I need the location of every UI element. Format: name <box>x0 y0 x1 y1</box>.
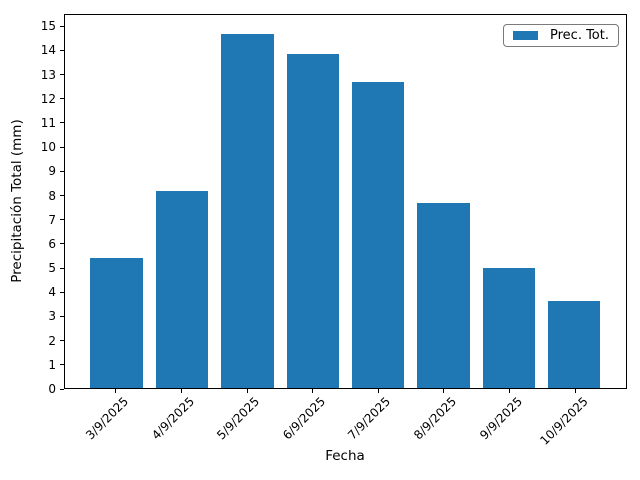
y-tick-label: 11 <box>40 115 56 130</box>
bar <box>90 258 143 388</box>
y-tick-mark <box>60 74 64 75</box>
y-tick-label: 0 <box>48 382 56 396</box>
legend: Prec. Tot. <box>503 24 619 47</box>
bar <box>482 267 536 388</box>
x-tick-mark <box>443 389 445 393</box>
y-tick-label: 10 <box>40 140 56 155</box>
bar <box>548 301 601 388</box>
bar <box>417 202 470 388</box>
y-tick-label: 9 <box>48 164 56 179</box>
y-tick-label: 12 <box>40 91 56 106</box>
x-tick-label: 3/9/2025 <box>82 394 132 443</box>
bar <box>155 190 209 388</box>
x-tick-label: 10/9/2025 <box>536 394 591 448</box>
y-tick-mark <box>60 122 64 124</box>
bar <box>286 53 339 388</box>
y-tick-mark <box>60 98 64 100</box>
x-tick-mark <box>115 389 117 393</box>
bar <box>221 34 274 388</box>
y-tick-label: 6 <box>48 236 56 251</box>
x-tick-label: 6/9/2025 <box>279 394 328 443</box>
y-axis-label: Precipitación Total (mm) <box>9 119 25 283</box>
y-tick-label: 15 <box>40 19 56 34</box>
y-tick-label: 4 <box>48 285 56 300</box>
x-tick-mark <box>246 389 248 393</box>
x-tick-mark <box>181 389 182 393</box>
x-tick-label: 5/9/2025 <box>214 394 263 443</box>
y-tick-label: 7 <box>48 212 56 227</box>
y-tick-mark <box>60 243 64 245</box>
y-tick-label: 8 <box>48 188 56 203</box>
y-tick-mark <box>60 170 64 172</box>
x-tick-mark <box>574 389 576 393</box>
x-axis-label: Fecha <box>325 448 365 464</box>
y-tick-mark <box>60 146 64 148</box>
x-tick-label: 8/9/2025 <box>411 394 460 443</box>
legend-label: Prec. Tot. <box>550 28 609 43</box>
y-tick-mark <box>60 195 64 196</box>
y-tick-label: 2 <box>48 333 56 348</box>
y-tick-mark <box>60 388 64 390</box>
x-tick-mark <box>312 389 314 393</box>
y-tick-mark <box>60 315 64 317</box>
y-tick-mark <box>60 49 64 51</box>
legend-swatch-icon <box>513 31 538 40</box>
x-tick-label: 9/9/2025 <box>476 394 525 443</box>
y-tick-mark <box>60 25 64 27</box>
y-tick-mark <box>60 340 64 342</box>
y-tick-mark <box>60 291 64 293</box>
y-tick-label: 14 <box>40 43 56 58</box>
plot-area <box>64 14 627 389</box>
y-tick-label: 3 <box>48 309 56 324</box>
x-tick-mark <box>377 389 379 393</box>
y-tick-label: 5 <box>48 261 56 275</box>
y-tick-mark <box>60 364 64 366</box>
y-tick-label: 1 <box>48 357 56 372</box>
y-tick-mark <box>60 219 64 221</box>
bar <box>352 82 405 388</box>
y-tick-mark <box>60 267 64 269</box>
x-tick-label: 4/9/2025 <box>148 394 197 443</box>
x-tick-label: 7/9/2025 <box>345 394 394 443</box>
y-tick-label: 13 <box>40 67 56 82</box>
x-tick-mark <box>509 389 510 393</box>
